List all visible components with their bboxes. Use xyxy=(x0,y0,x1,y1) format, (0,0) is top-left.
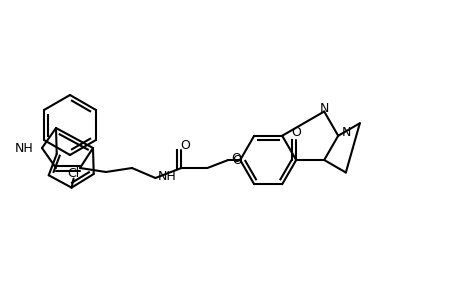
Text: N: N xyxy=(341,126,351,139)
Text: NH: NH xyxy=(157,169,176,182)
Text: O: O xyxy=(232,154,241,166)
Text: NH: NH xyxy=(15,142,34,154)
Text: O: O xyxy=(231,152,241,164)
Text: O: O xyxy=(291,125,301,139)
Text: O: O xyxy=(180,139,190,152)
Text: N: N xyxy=(319,102,328,115)
Text: Cl: Cl xyxy=(67,167,79,180)
